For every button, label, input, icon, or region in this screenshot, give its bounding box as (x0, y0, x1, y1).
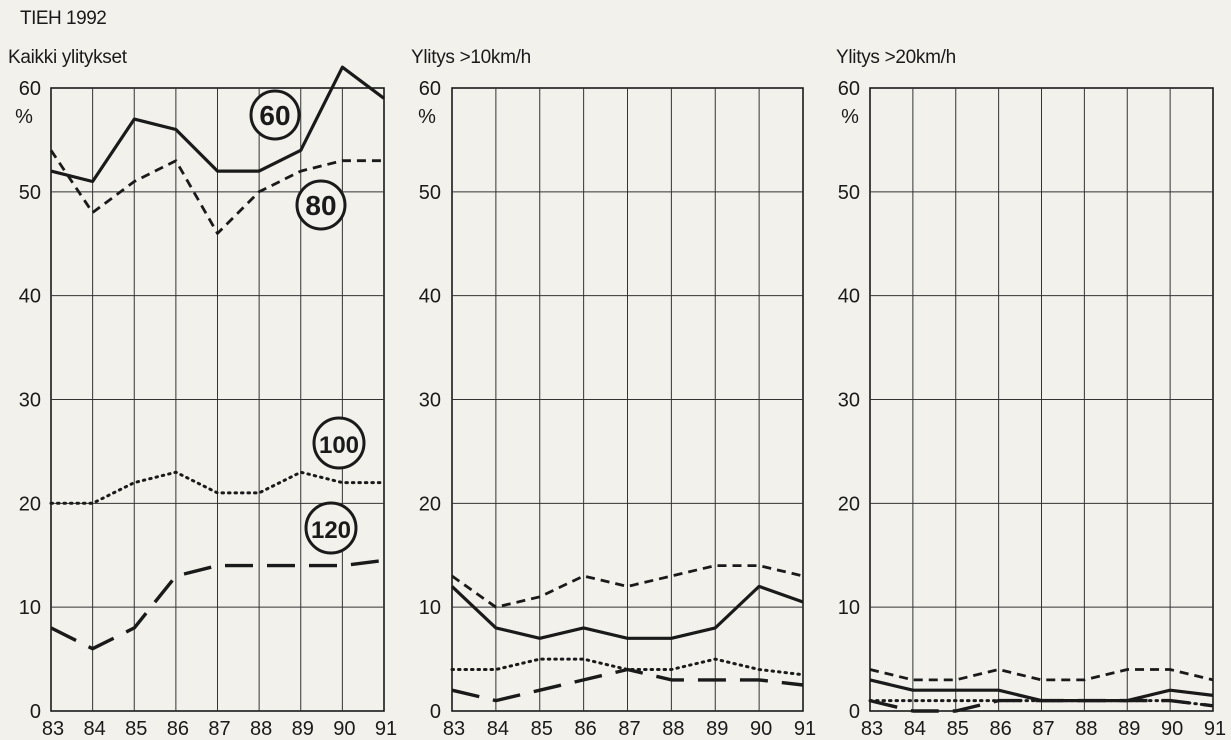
speed-limit-badge-60: 60 (249, 89, 301, 141)
source-label: TIEH 1992 (20, 8, 107, 29)
chart-panel-1: 0 10 20 30 40 50 60% 83 84 85 86 87 88 89 90 91 60 80 100 1… (15, 65, 397, 740)
x-tick-label: 90 (333, 718, 355, 740)
y-tick-label: 40 (19, 286, 41, 308)
series-label: 120 (311, 517, 351, 544)
chart-panel-2: 0 10 20 30 40 50 60% 83 84 85 86 87 88 89 90 91 (418, 78, 816, 740)
chart-title-over-10: Ylitys >10km/h (411, 47, 531, 68)
series-line-longdash (869, 698, 1214, 713)
series-line-dashed (451, 564, 804, 609)
x-tick-label: 83 (861, 718, 883, 740)
series-line-solid (50, 65, 385, 184)
x-tick-label: 85 (125, 718, 147, 740)
y-axis-label: % (15, 106, 33, 128)
x-tick-label: 84 (84, 718, 106, 740)
badge-circle (295, 179, 347, 231)
x-tick-label: 89 (292, 718, 314, 740)
x-tick-label: 86 (167, 718, 189, 740)
x-tick-label: 86 (575, 718, 597, 740)
badge-circle (312, 416, 366, 470)
x-tick-label: 91 (1204, 718, 1226, 740)
x-tick-label: 88 (1075, 718, 1097, 740)
x-tick-label: 85 (947, 718, 969, 740)
series-label: 60 (259, 100, 290, 131)
series-line-longdash (451, 667, 804, 703)
y-tick-label: 60 (838, 78, 860, 100)
x-tick-label: 87 (208, 718, 230, 740)
y-tick-label: 40 (838, 286, 860, 308)
y-axis-label: % (841, 106, 859, 128)
y-tick-label: 20 (838, 493, 860, 515)
x-tick-label: 84 (904, 718, 926, 740)
x-tick-label: 83 (42, 718, 64, 740)
chart-title-over-20: Ylitys >20km/h (836, 47, 956, 68)
x-tick-label: 87 (618, 718, 640, 740)
y-tick-label: 0 (430, 701, 441, 723)
badge-circle (249, 89, 301, 141)
y-tick-label: 10 (19, 597, 41, 619)
y-tick-label: 40 (419, 286, 441, 308)
x-tick-label: 86 (990, 718, 1012, 740)
series-line-dotted (49, 470, 386, 505)
y-tick-label: 30 (19, 390, 41, 412)
x-tick-label: 91 (375, 718, 397, 740)
chart-panel-3: 0 10 20 30 40 50 60% 83 84 85 86 87 88 89 90 91 (838, 78, 1226, 740)
x-tick-label: 83 (443, 718, 465, 740)
x-tick-label: 90 (1161, 718, 1183, 740)
x-tick-label: 88 (662, 718, 684, 740)
speed-limit-badge-100: 100 (312, 416, 366, 470)
y-axis-label: % (418, 106, 436, 128)
series-label: 80 (305, 190, 336, 221)
x-tick-label: 84 (487, 718, 509, 740)
y-tick-label: 10 (419, 597, 441, 619)
speed-limit-badge-80: 80 (295, 179, 347, 231)
x-tick-label: 89 (1118, 718, 1140, 740)
x-tick-label: 87 (1032, 718, 1054, 740)
y-tick-label: 10 (838, 597, 860, 619)
y-tick-label: 30 (838, 390, 860, 412)
series-line-longdash (50, 558, 385, 651)
y-tick-label: 50 (419, 182, 441, 204)
y-tick-label: 50 (838, 182, 860, 204)
x-tick-label: 88 (250, 718, 272, 740)
series-line-dashed (869, 668, 1214, 682)
badge-circle (304, 501, 358, 555)
series-line-solid (450, 584, 804, 640)
x-tick-label: 89 (706, 718, 728, 740)
y-tick-label: 0 (30, 701, 41, 723)
y-tick-label: 20 (419, 493, 441, 515)
x-tick-label: 90 (750, 718, 772, 740)
y-tick-label: 60 (19, 78, 41, 100)
y-tick-label: 20 (19, 493, 41, 515)
series-label: 100 (319, 432, 359, 459)
chart-title-all: Kaikki ylitykset (8, 47, 127, 68)
speed-limit-badge-120: 120 (304, 501, 358, 555)
series-line-dashed (49, 149, 384, 235)
y-tick-label: 60 (419, 78, 441, 100)
y-tick-label: 30 (419, 390, 441, 412)
x-tick-label: 91 (794, 718, 816, 740)
y-tick-label: 0 (849, 701, 860, 723)
y-tick-label: 50 (19, 182, 41, 204)
x-tick-label: 85 (531, 718, 553, 740)
